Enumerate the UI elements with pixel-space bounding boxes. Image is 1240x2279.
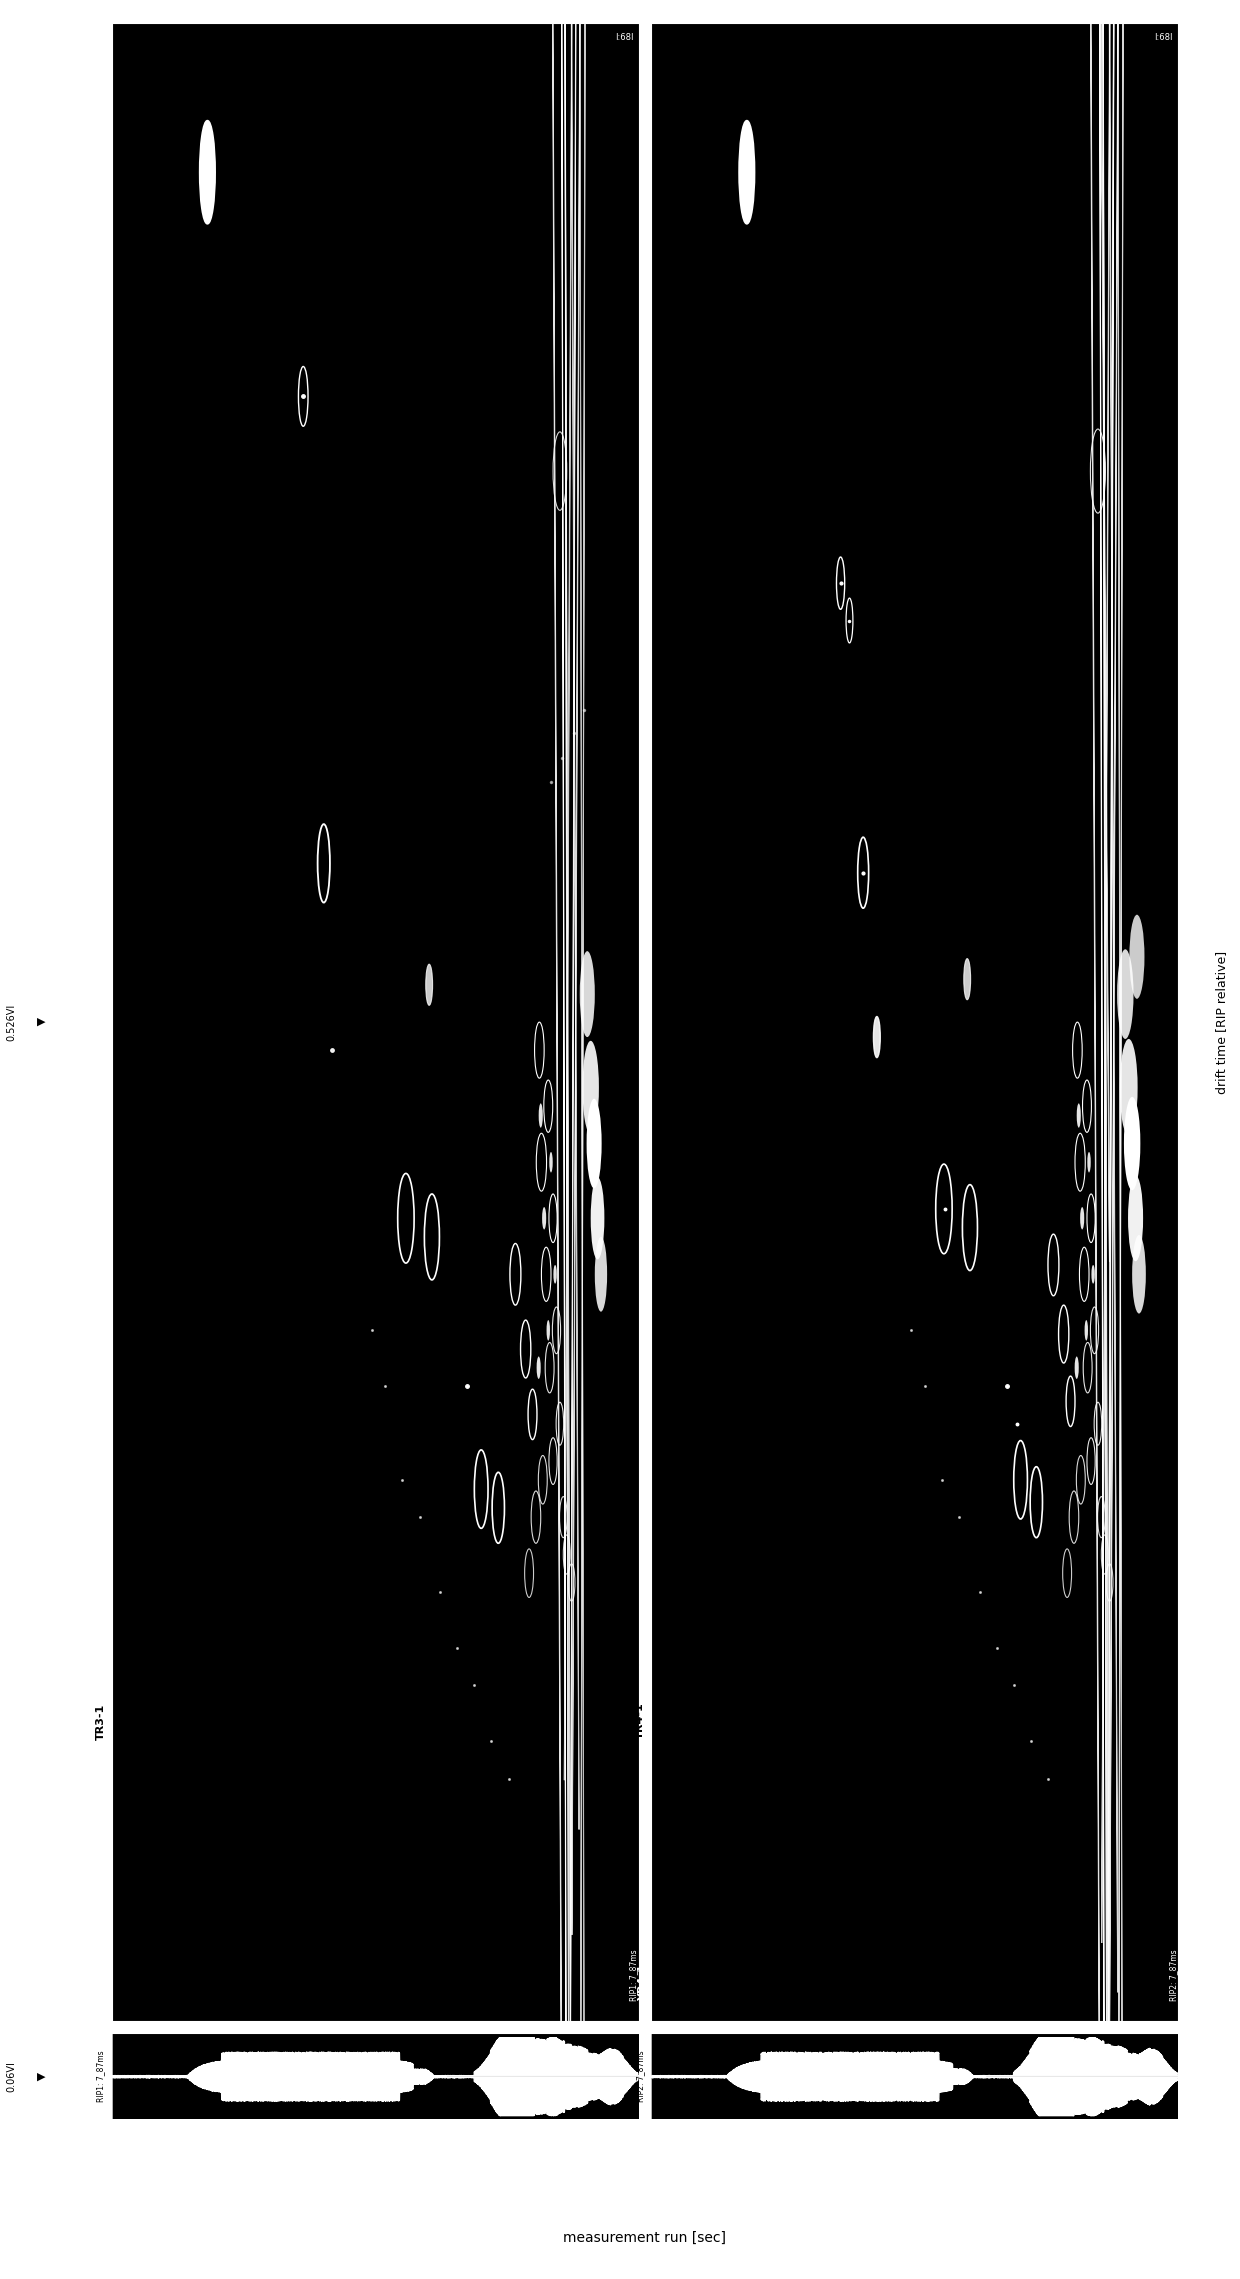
Ellipse shape [595,1237,608,1313]
Ellipse shape [1080,1208,1084,1228]
Ellipse shape [590,1178,604,1260]
Text: RIP1: 7_87ms: RIP1: 7_87ms [630,1951,639,2001]
Text: measurement run [sec]: measurement run [sec] [563,2231,727,2245]
Text: YR4-1: YR4-1 [639,1964,649,2001]
Ellipse shape [537,1356,541,1379]
Text: drift time [RIP relative]: drift time [RIP relative] [1215,950,1228,1094]
Text: TR3-1: TR3-1 [95,1702,105,1739]
Ellipse shape [542,1208,546,1228]
Ellipse shape [547,1320,551,1340]
Text: RIP1: 7_87ms: RIP1: 7_87ms [97,2051,105,2101]
Ellipse shape [1128,1176,1143,1260]
Text: ▶: ▶ [37,1016,46,1028]
Ellipse shape [1123,1096,1141,1190]
Ellipse shape [580,950,595,1037]
Text: RIP2: 7_87ms: RIP2: 7_87ms [1169,1951,1178,2001]
Ellipse shape [425,964,433,1005]
Ellipse shape [739,121,754,223]
Ellipse shape [200,121,215,223]
Text: YR4-1: YR4-1 [635,1702,645,1741]
Ellipse shape [1117,950,1133,1039]
Ellipse shape [1085,1320,1087,1340]
Ellipse shape [873,1016,880,1057]
Text: I:68I: I:68I [1154,32,1173,41]
Ellipse shape [1120,1039,1137,1135]
Ellipse shape [553,1265,557,1283]
Text: 0.526VI: 0.526VI [6,1003,16,1042]
Ellipse shape [1076,1103,1081,1128]
Text: 0.06VI: 0.06VI [6,2060,16,2092]
Text: ▶: ▶ [37,2072,46,2081]
Ellipse shape [538,1103,543,1128]
Text: TR3-1: TR3-1 [99,1964,109,2001]
Ellipse shape [1091,1265,1095,1283]
Text: I:68I: I:68I [615,32,634,41]
Ellipse shape [583,1042,599,1135]
Ellipse shape [1130,914,1145,998]
Ellipse shape [1075,1356,1079,1379]
Ellipse shape [1087,1151,1091,1171]
Ellipse shape [549,1151,553,1171]
Ellipse shape [963,959,971,1000]
Text: RIP2: 7_87ms: RIP2: 7_87ms [636,2051,645,2101]
Ellipse shape [587,1098,601,1187]
Ellipse shape [1132,1235,1146,1313]
